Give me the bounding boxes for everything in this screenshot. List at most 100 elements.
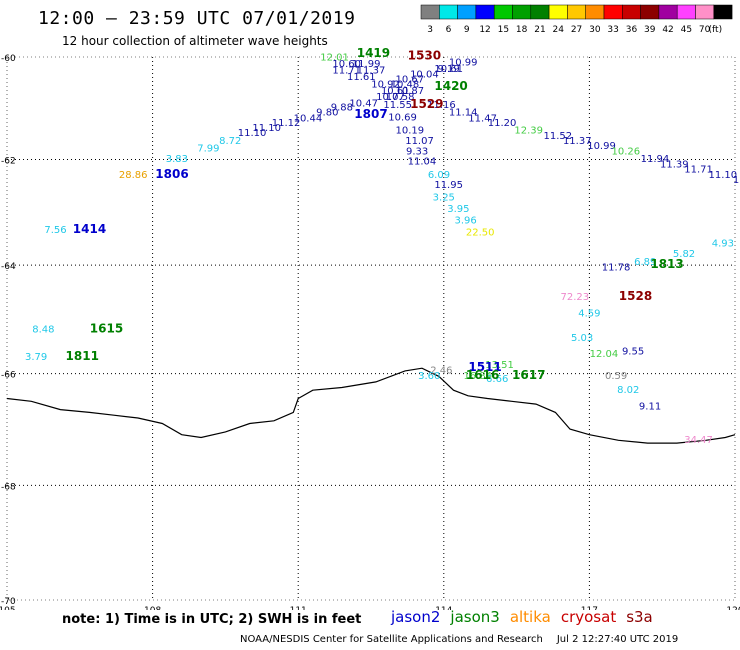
scale-label: 42	[662, 25, 673, 35]
legend-jason3: jason3	[450, 608, 500, 626]
wave-height-value: 9.55	[622, 346, 644, 357]
scale-label: 6	[446, 25, 452, 35]
axis-tick-labels: 105 108 111 114 117 120 -60 -62 -64 -66 -68 -70	[0, 54, 740, 610]
wave-height-value: 11.04	[408, 157, 437, 168]
map-title: 12:00 – 23:59 UTC 07/01/2019	[38, 8, 356, 29]
scale-label: 39	[644, 25, 656, 35]
wave-height-value: 22.50	[466, 228, 495, 239]
wave-height-value: 7.56	[44, 225, 66, 236]
pass-time-label: 1806	[155, 167, 188, 181]
credit-timestamp: Jul 2 12:27:40 UTC 2019	[556, 634, 679, 645]
wave-height-value: 6.89	[634, 257, 656, 268]
wave-height-value: 11.99	[352, 59, 381, 70]
scale-label: 36	[626, 25, 638, 35]
wave-height-value: 10.44	[294, 114, 323, 125]
wave-height-value: 10.67	[396, 74, 425, 85]
wave-height-value: 10.61	[381, 86, 410, 97]
coastline	[6, 367, 736, 444]
scale-label: 12	[479, 25, 490, 35]
satellite-legend: jason2 jason3 altika cryosat s3a	[391, 608, 663, 626]
wave-height-value: 13.51	[485, 360, 514, 371]
wave-height-value: 10.87	[396, 86, 425, 97]
satellite-pass-labels: 1419 1530 1420 1529 1807 1806 1414 1615 1811 1813…	[66, 46, 684, 382]
lat-tick-label: -68	[1, 482, 16, 492]
scale-label: 33	[607, 25, 618, 35]
wave-height-value: 10.99	[587, 141, 616, 152]
legend-cryosat: cryosat	[560, 608, 617, 626]
pass-time-label: 1420	[434, 79, 467, 93]
wave-height-value: 11.39	[660, 159, 689, 170]
pass-time-label: 1530	[408, 49, 441, 63]
pass-time-label: 1414	[73, 222, 106, 236]
wave-height-value: 11.10	[709, 170, 738, 181]
wave-height-value: 3.96	[455, 216, 477, 227]
scale-label: 27	[571, 25, 582, 35]
scale-label: 70	[699, 25, 711, 35]
wave-height-value: 28.86	[119, 170, 148, 181]
scale-unit: (ft)	[709, 25, 723, 35]
wave-height-value: 3.79	[25, 352, 47, 363]
wave-height-value: 3.83	[166, 154, 188, 165]
wave-height-value: 34.47	[684, 435, 713, 446]
legend-jason2: jason2	[391, 608, 441, 626]
wave-height-value: 9.88	[331, 102, 353, 113]
wave-height-value: 10.61	[434, 64, 463, 75]
wave-height-value: 9.80	[316, 108, 338, 119]
wave-height-value: 9.11	[639, 402, 661, 413]
wave-height-value: 11.10	[252, 123, 281, 134]
wave-height-value: 6.66	[486, 374, 508, 385]
pass-time-label: 1616	[466, 368, 499, 382]
wave-height-value: 11.94	[641, 154, 670, 165]
wave-height-value: 11.55	[383, 100, 412, 111]
map-frame	[6, 56, 736, 601]
wave-height-value: 10.48	[391, 79, 420, 90]
pass-time-label: 1528	[619, 289, 652, 303]
wave-height-value: 10.47	[349, 98, 378, 109]
wave-height-value: 11.78	[602, 262, 631, 273]
credit-line: NOAA/NESDIS Center for Satellite Applica…	[240, 634, 678, 645]
wave-height-value: 11.95	[434, 180, 463, 191]
wave-height-value: 9.33	[406, 146, 428, 157]
lon-tick-label: 111	[290, 606, 307, 610]
pass-time-label: 1807	[354, 107, 387, 121]
wave-height-value: 5.82	[673, 249, 695, 260]
wave-height-value: 10.60	[332, 59, 361, 70]
lat-tick-label: -62	[1, 157, 16, 167]
wave-height-value: 3.95	[447, 204, 469, 215]
scale-label: 15	[498, 25, 509, 35]
coastline-path	[6, 367, 736, 444]
wave-height-value: 11.71	[684, 165, 713, 176]
wave-height-value: 11.37	[563, 136, 592, 147]
scale-label: 30	[589, 25, 601, 35]
wave-height-value: 10.77	[376, 92, 405, 103]
wave-height-value: 12.01	[320, 53, 349, 64]
pass-time-label: 1511	[468, 360, 501, 374]
scale-label: 24	[553, 25, 565, 35]
wave-height-value: 2.46	[430, 366, 452, 377]
lat-tick-label: -70	[1, 597, 16, 607]
wave-height-value: 10.58	[386, 92, 415, 103]
wave-height-value: 3.60	[418, 371, 440, 382]
lon-tick-label: 114	[435, 606, 452, 610]
lat-tick-label: -60	[1, 54, 16, 64]
wave-height-value: 11.61	[347, 72, 376, 83]
wave-height-value: 11.10	[238, 128, 267, 139]
wave-height-value: 4.93	[712, 238, 734, 249]
credit-org: NOAA/NESDIS Center for Satellite Applica…	[240, 634, 543, 645]
wave-height-value: 3.25	[433, 192, 455, 203]
wave-height-value: 11.07	[405, 136, 434, 147]
lon-tick-label: 105	[0, 606, 16, 610]
scale-label: 9	[464, 25, 470, 35]
wave-height-value: 5.03	[571, 333, 593, 344]
pass-time-label: 1617	[512, 368, 545, 382]
wave-height-value: 11.37	[357, 66, 386, 77]
lon-tick-label: 120	[726, 606, 740, 610]
pass-time-label: 1615	[90, 322, 123, 336]
scale-label: 45	[681, 25, 692, 35]
wave-height-value: 8.02	[617, 385, 639, 396]
wave-height-value: 11.12	[272, 118, 301, 129]
wave-height-value: 10.19	[396, 126, 425, 137]
lat-tick-label: -64	[1, 262, 16, 272]
